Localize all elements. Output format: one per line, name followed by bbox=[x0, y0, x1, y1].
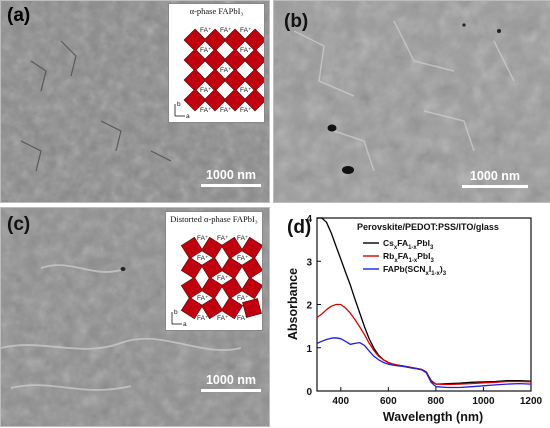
series-line-1 bbox=[316, 303, 532, 386]
octahedron-c-15 bbox=[242, 298, 262, 318]
scale-line-a bbox=[201, 184, 261, 187]
x-tick-label-1: 600 bbox=[380, 396, 397, 407]
fa-cation-label-a-7: FA⁺ bbox=[240, 87, 252, 94]
y-tick-label-4: 4 bbox=[306, 214, 312, 225]
panel-label-d: (d) bbox=[287, 217, 311, 238]
fa-cation-label-c-9: FA⁺ bbox=[217, 315, 229, 322]
axis-a-label-c: a bbox=[183, 321, 187, 328]
octahedra-lattice-c: FA⁺ FA⁺ FA⁺ FA⁺ FA⁺ FA⁺ FA⁺ FA⁺ FA⁺ FA⁺ FA⁺ b a bbox=[171, 235, 262, 328]
legend-label-0: CsxFA1-xPbI3 bbox=[383, 238, 434, 251]
sem-image-b: (b) 1000 nm bbox=[273, 0, 550, 203]
fa-cation-label-c-8: FA⁺ bbox=[197, 315, 209, 322]
series-line-2 bbox=[316, 337, 532, 389]
inset-title-a: α-phase FAPbI₃ bbox=[189, 6, 244, 16]
scale-bar-c: 1000 nm bbox=[201, 373, 261, 392]
fa-cation-label-a-6: FA⁺ bbox=[200, 87, 212, 94]
y-tick-label-2: 2 bbox=[306, 301, 312, 312]
scale-text-b: 1000 nm bbox=[469, 169, 521, 183]
octahedra-lattice-a: FA⁺ FA⁺ FA⁺ FA⁺ FA⁺ FA⁺ FA⁺ FA⁺ FA⁺ FA⁺ FA⁺ b a bbox=[174, 27, 264, 120]
scale-line-c bbox=[201, 389, 261, 392]
crystal-inset-a: α-phase FAPbI₃ FA⁺ FA⁺ FA⁺ FA⁺ FA⁺ FA⁺ FA⁺ FA⁺ F… bbox=[168, 3, 265, 123]
x-tick-label-2: 800 bbox=[428, 396, 445, 407]
fa-cation-label-c-1: FA⁺ bbox=[217, 235, 229, 242]
fa-cation-label-c-2: FA⁺ bbox=[237, 235, 249, 242]
fa-cation-label-a-5: FA⁺ bbox=[220, 67, 232, 74]
y-tick-label-0: 0 bbox=[306, 387, 312, 398]
fa-cation-label-c-6: FA⁺ bbox=[197, 295, 209, 302]
y-tick-label-1: 1 bbox=[306, 344, 312, 355]
legend-label-1: RbxFA1-xPbI3 bbox=[383, 251, 434, 264]
fa-cation-label-c-0: FA⁺ bbox=[197, 235, 209, 242]
fa-cation-label-a-0: FA⁺ bbox=[200, 27, 212, 34]
fa-cation-label-a-10: FA⁺ bbox=[240, 107, 252, 114]
fa-cation-label-a-3: FA⁺ bbox=[200, 47, 212, 54]
fa-cation-label-c-3: FA⁺ bbox=[197, 255, 209, 262]
x-tick-label-3: 1000 bbox=[472, 396, 495, 407]
axis-b-label-c: b bbox=[174, 309, 178, 316]
fa-cation-label-a-1: FA⁺ bbox=[220, 27, 232, 34]
octahedron-a-15 bbox=[243, 88, 264, 112]
fa-cation-label-c-5: FA⁺ bbox=[217, 275, 229, 282]
scale-bar-a: 1000 nm bbox=[201, 168, 261, 187]
octahedron-a-12 bbox=[183, 88, 207, 112]
fa-cation-label-a-8: FA⁺ bbox=[200, 107, 212, 114]
fa-cation-label-c-10: FA⁺ bbox=[237, 315, 249, 322]
panel-label-b: (b) bbox=[284, 11, 309, 32]
scale-text-c: 1000 nm bbox=[205, 373, 257, 387]
fa-cation-label-a-2: FA⁺ bbox=[240, 27, 252, 34]
scale-bar-b: 1000 nm bbox=[462, 169, 528, 188]
axis-a-label-a: a bbox=[186, 113, 190, 120]
fa-cation-label-c-7: FA⁺ bbox=[237, 295, 249, 302]
crystal-inset-c: Distorted α-phase FAPbI₃ FA⁺ FA⁺ FA⁺ FA⁺ FA⁺… bbox=[165, 211, 263, 331]
sem-texture-b bbox=[274, 1, 550, 202]
fa-cation-label-a-4: FA⁺ bbox=[240, 47, 252, 54]
octahedron-a-13 bbox=[203, 88, 227, 112]
sem-image-c: (c) Distorted α-phase FAPbI₃ FA⁺ FA⁺ FA⁺ FA… bbox=[0, 207, 270, 427]
sem-image-a: (a) α-phase FAPbI₃ FA⁺ FA⁺ FA⁺ FA⁺ FA⁺ FA⁺ FA⁺… bbox=[0, 0, 270, 203]
fa-cation-label-c-4: FA⁺ bbox=[237, 255, 249, 262]
octahedron-c-13 bbox=[200, 296, 224, 320]
absorbance-chart-panel: (d) 400 600 800 1000 1200 0 1 2 3 4 CsxFA1-xPbI3 R… bbox=[273, 207, 550, 428]
y-axis-title: Absorbance bbox=[286, 268, 300, 340]
x-tick-label-4: 1200 bbox=[520, 396, 543, 407]
chart-title: Perovskite/PEDOT:PSS/ITO/glass bbox=[357, 222, 499, 232]
scale-line-b bbox=[462, 185, 528, 188]
absorbance-chart: (d) 400 600 800 1000 1200 0 1 2 3 4 CsxFA1-xPbI3R… bbox=[286, 214, 543, 424]
x-axis-title: Wavelength (nm) bbox=[383, 410, 483, 424]
octahedron-c-14 bbox=[220, 296, 244, 320]
fa-cation-label-a-9: FA⁺ bbox=[220, 107, 232, 114]
inset-title-c: Distorted α-phase FAPbI₃ bbox=[170, 214, 258, 224]
scale-text-a: 1000 nm bbox=[205, 168, 257, 182]
y-tick-label-3: 3 bbox=[306, 257, 312, 268]
legend-label-2: FAPb(SCNxI1-x)3 bbox=[383, 264, 447, 277]
x-tick-label-0: 400 bbox=[332, 396, 349, 407]
octahedron-a-14 bbox=[223, 88, 247, 112]
octahedron-c-11 bbox=[240, 276, 262, 300]
panel-label-a: (a) bbox=[7, 5, 31, 26]
octahedron-c-12 bbox=[180, 296, 204, 320]
axis-b-label-a: b bbox=[177, 101, 181, 108]
panel-label-c: (c) bbox=[7, 214, 31, 235]
